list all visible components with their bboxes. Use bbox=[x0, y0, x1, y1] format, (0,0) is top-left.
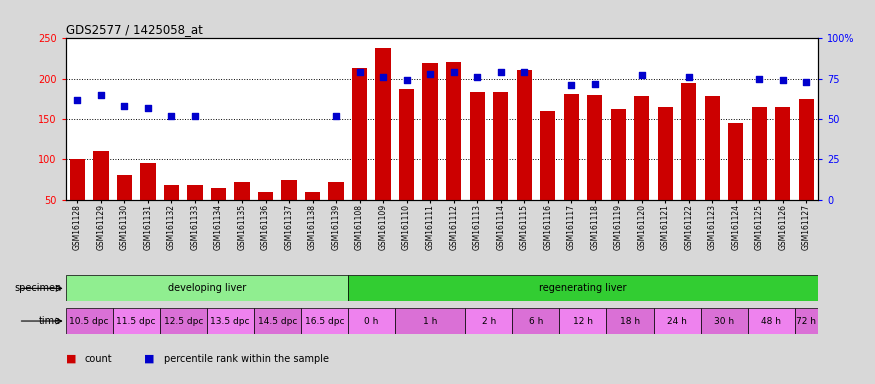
Bar bbox=[587, 95, 602, 240]
Bar bbox=[466, 308, 513, 334]
Bar bbox=[611, 109, 626, 240]
Bar bbox=[140, 164, 156, 240]
Text: 30 h: 30 h bbox=[714, 316, 734, 326]
Text: 24 h: 24 h bbox=[667, 316, 687, 326]
Text: 10.5 dpc: 10.5 dpc bbox=[69, 316, 108, 326]
Text: 18 h: 18 h bbox=[620, 316, 640, 326]
Point bbox=[400, 77, 414, 83]
Point bbox=[776, 77, 790, 83]
Bar bbox=[564, 94, 579, 240]
Text: specimen: specimen bbox=[14, 283, 61, 293]
Bar bbox=[328, 182, 344, 240]
Point bbox=[446, 69, 460, 75]
Text: percentile rank within the sample: percentile rank within the sample bbox=[164, 354, 329, 364]
Point bbox=[424, 71, 438, 77]
Bar bbox=[254, 308, 301, 334]
Bar bbox=[113, 308, 160, 334]
Bar bbox=[304, 192, 320, 240]
Point bbox=[634, 73, 648, 79]
Bar bbox=[559, 308, 606, 334]
Bar bbox=[234, 182, 249, 240]
Point bbox=[493, 69, 507, 75]
Text: ■: ■ bbox=[66, 354, 76, 364]
Bar bbox=[70, 159, 85, 240]
Point bbox=[470, 74, 484, 80]
Text: regenerating liver: regenerating liver bbox=[539, 283, 626, 293]
Bar bbox=[164, 185, 179, 240]
Point bbox=[94, 92, 108, 98]
Bar bbox=[66, 308, 113, 334]
Bar bbox=[446, 62, 461, 240]
Bar bbox=[752, 107, 767, 240]
Bar bbox=[116, 175, 132, 240]
Bar bbox=[282, 180, 297, 240]
Bar bbox=[395, 308, 466, 334]
Bar bbox=[399, 89, 414, 240]
Text: 12.5 dpc: 12.5 dpc bbox=[164, 316, 203, 326]
Bar bbox=[658, 107, 673, 240]
Text: ■: ■ bbox=[144, 354, 155, 364]
Bar bbox=[794, 308, 818, 334]
Bar bbox=[206, 308, 254, 334]
Bar bbox=[187, 185, 203, 240]
Text: GDS2577 / 1425058_at: GDS2577 / 1425058_at bbox=[66, 23, 202, 36]
Text: 72 h: 72 h bbox=[796, 316, 816, 326]
Point bbox=[141, 105, 155, 111]
Point bbox=[117, 103, 131, 109]
Text: developing liver: developing liver bbox=[168, 283, 246, 293]
Point bbox=[517, 69, 531, 75]
Bar bbox=[704, 96, 720, 240]
Bar bbox=[348, 275, 818, 301]
Point bbox=[682, 74, 696, 80]
Bar bbox=[258, 192, 273, 240]
Text: 2 h: 2 h bbox=[482, 316, 496, 326]
Point bbox=[564, 82, 578, 88]
Bar bbox=[160, 308, 206, 334]
Bar bbox=[540, 111, 556, 240]
Point bbox=[376, 74, 390, 80]
Bar bbox=[470, 93, 485, 240]
Point bbox=[353, 69, 367, 75]
Bar bbox=[681, 83, 696, 240]
Text: 14.5 dpc: 14.5 dpc bbox=[257, 316, 297, 326]
Point bbox=[329, 113, 343, 119]
Point bbox=[588, 81, 602, 87]
Bar bbox=[423, 63, 438, 240]
Bar bbox=[654, 308, 701, 334]
Point bbox=[188, 113, 202, 119]
Text: 16.5 dpc: 16.5 dpc bbox=[304, 316, 344, 326]
Bar bbox=[66, 275, 348, 301]
Text: time: time bbox=[39, 316, 61, 326]
Bar bbox=[516, 70, 532, 240]
Bar bbox=[352, 68, 367, 240]
Point bbox=[70, 97, 84, 103]
Bar bbox=[513, 308, 559, 334]
Bar bbox=[301, 308, 348, 334]
Text: 0 h: 0 h bbox=[364, 316, 379, 326]
Bar bbox=[747, 308, 794, 334]
Text: 1 h: 1 h bbox=[423, 316, 438, 326]
Bar bbox=[728, 123, 744, 240]
Text: 13.5 dpc: 13.5 dpc bbox=[211, 316, 250, 326]
Bar bbox=[348, 308, 395, 334]
Bar bbox=[375, 48, 391, 240]
Point bbox=[752, 76, 766, 82]
Text: count: count bbox=[85, 354, 113, 364]
Bar bbox=[211, 188, 226, 240]
Bar bbox=[94, 151, 108, 240]
Bar bbox=[634, 96, 649, 240]
Text: 48 h: 48 h bbox=[761, 316, 781, 326]
Bar bbox=[606, 308, 654, 334]
Point bbox=[800, 79, 814, 85]
Point bbox=[164, 113, 178, 119]
Text: 12 h: 12 h bbox=[573, 316, 593, 326]
Bar bbox=[493, 92, 508, 240]
Bar bbox=[775, 107, 790, 240]
Text: 6 h: 6 h bbox=[528, 316, 543, 326]
Bar bbox=[799, 99, 814, 240]
Bar bbox=[701, 308, 747, 334]
Text: 11.5 dpc: 11.5 dpc bbox=[116, 316, 156, 326]
